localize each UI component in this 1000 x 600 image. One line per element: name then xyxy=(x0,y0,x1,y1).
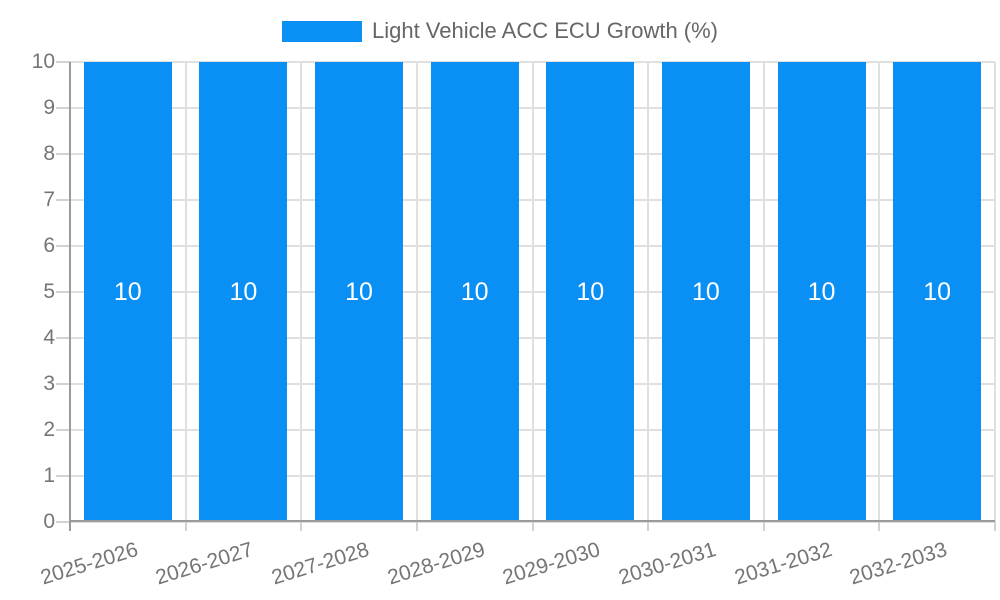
x-axis-tick-label: 2031-2032 xyxy=(731,538,835,590)
y-axis-tick-label: 5 xyxy=(43,280,55,303)
legend-label: Light Vehicle ACC ECU Growth (%) xyxy=(371,18,719,43)
x-axis-tick xyxy=(184,522,187,531)
bar-value-label: 10 xyxy=(113,277,142,306)
x-gridline xyxy=(184,62,187,522)
y-axis-tick xyxy=(56,429,70,431)
x-gridline xyxy=(647,62,650,522)
bar: 10 xyxy=(199,62,288,522)
bar-value-label: 10 xyxy=(229,277,258,306)
x-axis-tick-label: 2032-2033 xyxy=(847,538,950,590)
x-axis-tick xyxy=(762,522,765,531)
y-axis-tick xyxy=(56,521,70,523)
y-axis-tick-label: 7 xyxy=(43,188,55,211)
bar: 10 xyxy=(315,62,404,522)
y-axis-tick xyxy=(56,61,70,63)
bar: 10 xyxy=(893,62,982,522)
y-axis-tick-label: 10 xyxy=(31,50,55,73)
bar: 10 xyxy=(83,62,172,522)
y-axis-tick xyxy=(56,337,70,339)
y-axis-tick xyxy=(56,107,70,109)
x-axis-tick xyxy=(300,522,303,531)
bar-value-label: 10 xyxy=(692,277,720,306)
y-axis-tick xyxy=(56,383,70,385)
bar-value-label: 10 xyxy=(807,277,836,306)
y-axis-tick-label: 2 xyxy=(43,418,55,441)
bar: 10 xyxy=(777,62,866,522)
x-axis-tick-label: 2030-2031 xyxy=(615,538,719,590)
legend: Light Vehicle ACC ECU Growth (%) xyxy=(0,18,1000,44)
x-axis-line xyxy=(70,520,995,522)
x-axis-tick-label: 2029-2030 xyxy=(500,538,604,590)
bar-value-label: 10 xyxy=(576,277,605,306)
x-gridline xyxy=(878,62,881,522)
y-axis-tick xyxy=(56,291,70,293)
x-gridline xyxy=(531,62,534,522)
y-axis-tick-label: 8 xyxy=(43,142,55,165)
x-gridline xyxy=(994,62,996,522)
x-gridline xyxy=(415,62,418,522)
bar-value-label: 10 xyxy=(345,277,373,306)
y-axis-tick xyxy=(56,153,70,155)
y-axis-tick xyxy=(56,475,70,477)
bar: 10 xyxy=(430,62,519,522)
y-axis-tick-label: 3 xyxy=(43,372,55,395)
x-axis-tick-label: 2026-2027 xyxy=(153,538,257,590)
x-axis-tick-label: 2027-2028 xyxy=(269,538,372,590)
y-axis-tick xyxy=(56,245,70,247)
bar-value-label: 10 xyxy=(923,277,952,306)
bar: 10 xyxy=(546,62,635,522)
x-gridline xyxy=(762,62,765,522)
y-axis-tick-label: 6 xyxy=(43,234,55,257)
bar-value-label: 10 xyxy=(460,277,489,306)
x-axis-tick xyxy=(994,522,996,531)
y-axis-tick-label: 1 xyxy=(43,464,55,487)
y-axis-tick xyxy=(56,199,70,201)
x-axis-tick-label: 2025-2026 xyxy=(37,538,141,590)
y-axis-tick-label: 0 xyxy=(43,510,55,533)
x-axis-tick xyxy=(415,522,418,531)
legend-swatch-icon xyxy=(281,20,362,42)
y-axis-line xyxy=(69,62,71,531)
y-axis-tick-label: 9 xyxy=(43,96,55,119)
x-axis-tick-label: 2028-2029 xyxy=(384,538,488,590)
x-gridline xyxy=(300,62,303,522)
x-axis-tick xyxy=(878,522,881,531)
x-axis-tick xyxy=(647,522,650,531)
x-axis-tick xyxy=(531,522,534,531)
y-axis-tick-label: 4 xyxy=(43,326,55,349)
legend-item[interactable]: Light Vehicle ACC ECU Growth (%) xyxy=(281,18,719,44)
bar: 10 xyxy=(661,62,750,522)
